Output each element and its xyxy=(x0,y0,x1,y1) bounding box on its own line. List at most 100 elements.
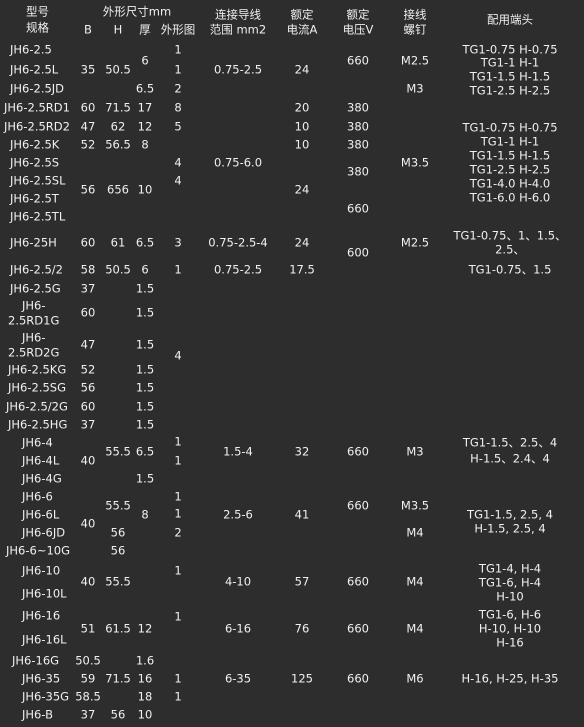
table-cell: 2.5、 xyxy=(495,242,525,257)
table-cell: 50.5 xyxy=(105,262,131,277)
table-cell: TG1-1 H-1 xyxy=(480,134,540,149)
table-cell: 6.5 xyxy=(135,444,155,459)
table-cell: JH6-2.5RD1 xyxy=(4,100,70,115)
table-cell: JH6-B xyxy=(22,707,53,722)
table-cell: 51 xyxy=(80,621,96,636)
table-cell: 4 xyxy=(174,155,182,170)
table-cell: 52 xyxy=(80,362,96,377)
table-cell: JH6- xyxy=(22,330,46,345)
table-cell: JH6-2.5/2G xyxy=(6,399,68,414)
table-cell: 55.5 xyxy=(105,444,131,459)
table-cell: 41 xyxy=(294,507,310,522)
table-cell: 55.5 xyxy=(105,574,131,589)
table-cell: 57 xyxy=(294,574,310,589)
table-cell: 55.5 xyxy=(105,498,131,513)
table-cell: 1.5 xyxy=(135,362,155,377)
table-cell: 0.75-2.5 xyxy=(213,262,263,277)
table-cell: JH6-4L xyxy=(22,453,60,468)
table-cell: TG1-2.5 H-2.5 xyxy=(469,162,551,177)
table-cell: 60 xyxy=(80,399,96,414)
header-cell: 型号 xyxy=(26,4,49,19)
table-cell: TG1-0.75、1.5 xyxy=(468,262,552,277)
table-cell: 1 xyxy=(174,563,182,578)
table-cell: 1 xyxy=(174,453,182,468)
table-cell: 660 xyxy=(347,201,369,216)
table-cell: TG1-4.0 H-4.0 xyxy=(469,176,551,191)
table-cell: JH6-2.5KG xyxy=(8,362,67,377)
table-cell: M4 xyxy=(406,621,424,636)
table-cell: 59 xyxy=(80,671,96,686)
table-cell: 660 xyxy=(347,621,369,636)
table-cell: JH6-2.5 xyxy=(10,42,52,57)
table-cell: TG1-6.0 H-6.0 xyxy=(469,190,551,205)
table-cell: 8 xyxy=(141,507,149,522)
header-cell: 外形图 xyxy=(160,22,196,37)
table-cell: TG1-6, H-6 xyxy=(478,607,542,622)
table-cell: M4 xyxy=(406,525,424,540)
header-cell: 螺钉 xyxy=(403,22,427,37)
table-cell: 50.5 xyxy=(105,62,131,77)
table-cell: 56 xyxy=(110,707,126,722)
table-cell: TG1-1.5 H-1.5 xyxy=(469,148,551,163)
table-cell: JH6-35 xyxy=(22,671,61,686)
table-cell: 12 xyxy=(137,621,153,636)
table-cell: 56 xyxy=(80,182,96,197)
table-cell: 58 xyxy=(80,262,96,277)
table-cell: 1.5 xyxy=(135,380,155,395)
table-cell: JH6-16G xyxy=(12,653,60,668)
table-cell: 20 xyxy=(294,100,310,115)
table-cell: 1 xyxy=(174,489,182,504)
table-cell: 24 xyxy=(294,235,310,250)
table-cell: 60 xyxy=(80,305,96,320)
table-cell: 61.5 xyxy=(105,621,131,636)
table-cell: TG1-1.5, 2.5, 4 xyxy=(467,507,553,522)
table-cell: 125 xyxy=(291,671,313,686)
table-cell: 10 xyxy=(137,182,153,197)
table-cell: H-1.5, 2.5, 4 xyxy=(474,521,546,536)
table-cell: TG1-1 H-1 xyxy=(480,55,540,70)
table-cell: M2.5 xyxy=(400,53,430,68)
table-cell: 1 xyxy=(174,42,182,57)
header-cell: 电流A xyxy=(286,22,318,37)
table-cell: 1 xyxy=(174,609,182,624)
header-cell: 额定 xyxy=(346,7,370,22)
table-cell: 0.75-6.0 xyxy=(213,155,263,170)
table-cell: 6-35 xyxy=(224,671,252,686)
table-cell: 76 xyxy=(294,621,310,636)
table-cell: JH6-2.5HG xyxy=(8,417,68,432)
header-cell: 电压V xyxy=(342,22,374,37)
table-cell: JH6-2.5SG xyxy=(8,380,67,395)
table-cell: 1 xyxy=(174,62,182,77)
table-cell: H-10, H-10 xyxy=(478,621,542,636)
table-cell: JH6- xyxy=(22,298,46,313)
table-cell: 37 xyxy=(80,707,96,722)
header-cell: 外形尺寸mm xyxy=(102,4,172,19)
table-cell: 2.5-6 xyxy=(223,507,253,522)
table-cell: 3 xyxy=(174,235,182,250)
header-cell: 额定 xyxy=(290,7,314,22)
table-cell: 1 xyxy=(174,671,182,686)
table-cell: 5 xyxy=(174,119,182,134)
table-cell: M2.5 xyxy=(400,235,430,250)
table-cell: 0.75-2.5-4 xyxy=(208,235,268,250)
table-cell: 56.5 xyxy=(105,137,131,152)
table-cell: 1.6 xyxy=(135,653,155,668)
table-cell: 62 xyxy=(110,119,126,134)
table-cell: TG1-0.75 H-0.75 xyxy=(462,120,558,135)
table-cell: 660 xyxy=(347,498,369,513)
table-cell: 56 xyxy=(110,525,126,540)
table-cell: 60 xyxy=(80,235,96,250)
table-cell: 1.5 xyxy=(135,417,155,432)
table-cell: 56 xyxy=(80,380,96,395)
table-cell: H-10 xyxy=(496,589,524,604)
table-cell: 52 xyxy=(80,137,96,152)
table-cell: 4 xyxy=(174,348,182,363)
table-cell: JH6-2.5SL xyxy=(10,173,66,188)
table-cell: TG1-2.5 H-2.5 xyxy=(469,83,551,98)
table-cell: 380 xyxy=(347,137,369,152)
table-cell: 1.5 xyxy=(135,399,155,414)
table-cell: 60 xyxy=(80,100,96,115)
table-cell: 35 xyxy=(80,62,96,77)
table-cell: 656 xyxy=(107,182,129,197)
